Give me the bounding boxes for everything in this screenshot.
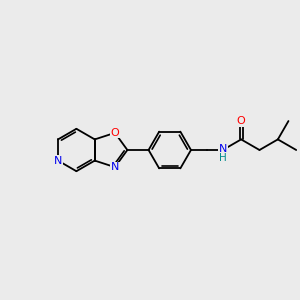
- Text: H: H: [219, 153, 226, 163]
- Text: O: O: [110, 128, 119, 138]
- Text: N: N: [54, 156, 62, 166]
- Text: N: N: [111, 162, 119, 172]
- Text: O: O: [237, 116, 245, 126]
- Text: N: N: [219, 143, 227, 154]
